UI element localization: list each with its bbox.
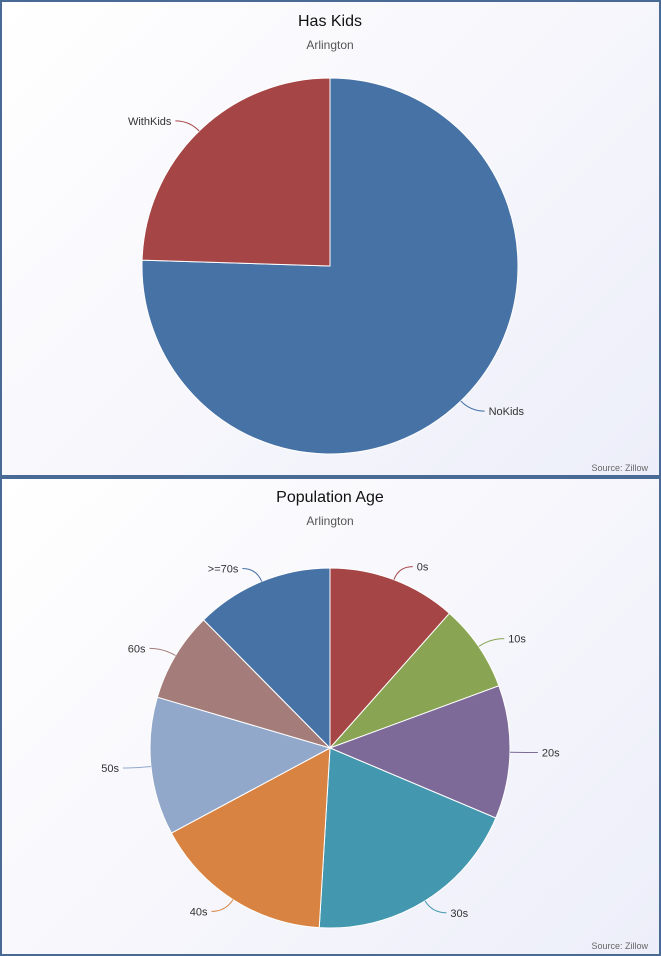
label-connector-30s xyxy=(424,900,447,914)
label-connector-10s xyxy=(478,638,505,647)
label-connector-50s xyxy=(122,766,152,769)
pie-label-30s: 30s xyxy=(450,908,468,920)
pie-label-50s: 50s xyxy=(101,763,119,775)
pie-label-10s: 10s xyxy=(508,634,526,646)
label-connector-60s xyxy=(149,647,176,657)
chart-subtitle: Arlington xyxy=(306,514,353,528)
pie-slice-60s[interactable] xyxy=(156,619,332,750)
pie-label-gte-70s: >=70s xyxy=(208,564,239,576)
chart-credit[interactable]: Source: Zillow xyxy=(591,941,648,951)
chart-title: Population Age xyxy=(276,489,384,506)
label-connector-withkids xyxy=(175,120,200,132)
pie-label-60s: 60s xyxy=(128,643,146,655)
pie-slices xyxy=(149,567,511,929)
population-age-chart-panel: Population Age Arlington 0s 10s 20s 30s 40s 5… xyxy=(0,477,661,956)
label-connector-nokids xyxy=(460,400,485,412)
pie-slice-gte-70s[interactable] xyxy=(202,567,331,750)
label-connector-40s xyxy=(211,899,234,912)
pie-labels: NoKids WithKids xyxy=(128,116,525,418)
pie-labels: 0s 10s 20s 30s 40s 50s 60s >=70s xyxy=(101,562,560,920)
chart-credit[interactable]: Source: Zillow xyxy=(591,463,648,473)
pie-slice-0s[interactable] xyxy=(329,567,451,750)
label-connector-0s xyxy=(393,566,413,580)
pie-label-nokids: NoKids xyxy=(489,406,525,418)
pie-slices xyxy=(141,77,519,455)
pie-label-0s: 0s xyxy=(417,562,429,574)
label-connector-gte-70s xyxy=(242,568,263,582)
pie-slice-50s[interactable] xyxy=(149,696,332,834)
pie-label-withkids: WithKids xyxy=(128,116,172,128)
pie-slice-40s[interactable] xyxy=(170,747,331,929)
has-kids-chart-panel: Has Kids Arlington NoKids WithKids Source… xyxy=(0,0,661,477)
population-age-pie-chart: Population Age Arlington 0s 10s 20s 30s 40s 5… xyxy=(101,489,648,951)
pie-slice-20s[interactable] xyxy=(328,685,511,819)
has-kids-pie-chart: Has Kids Arlington NoKids WithKids Source… xyxy=(128,13,648,473)
chart-subtitle: Arlington xyxy=(306,38,353,52)
pie-label-40s: 40s xyxy=(190,906,208,918)
chart-title: Has Kids xyxy=(298,13,362,30)
pie-slice-withkids[interactable] xyxy=(141,77,331,267)
pie-slice-30s[interactable] xyxy=(318,747,497,929)
pie-label-20s: 20s xyxy=(542,748,560,760)
